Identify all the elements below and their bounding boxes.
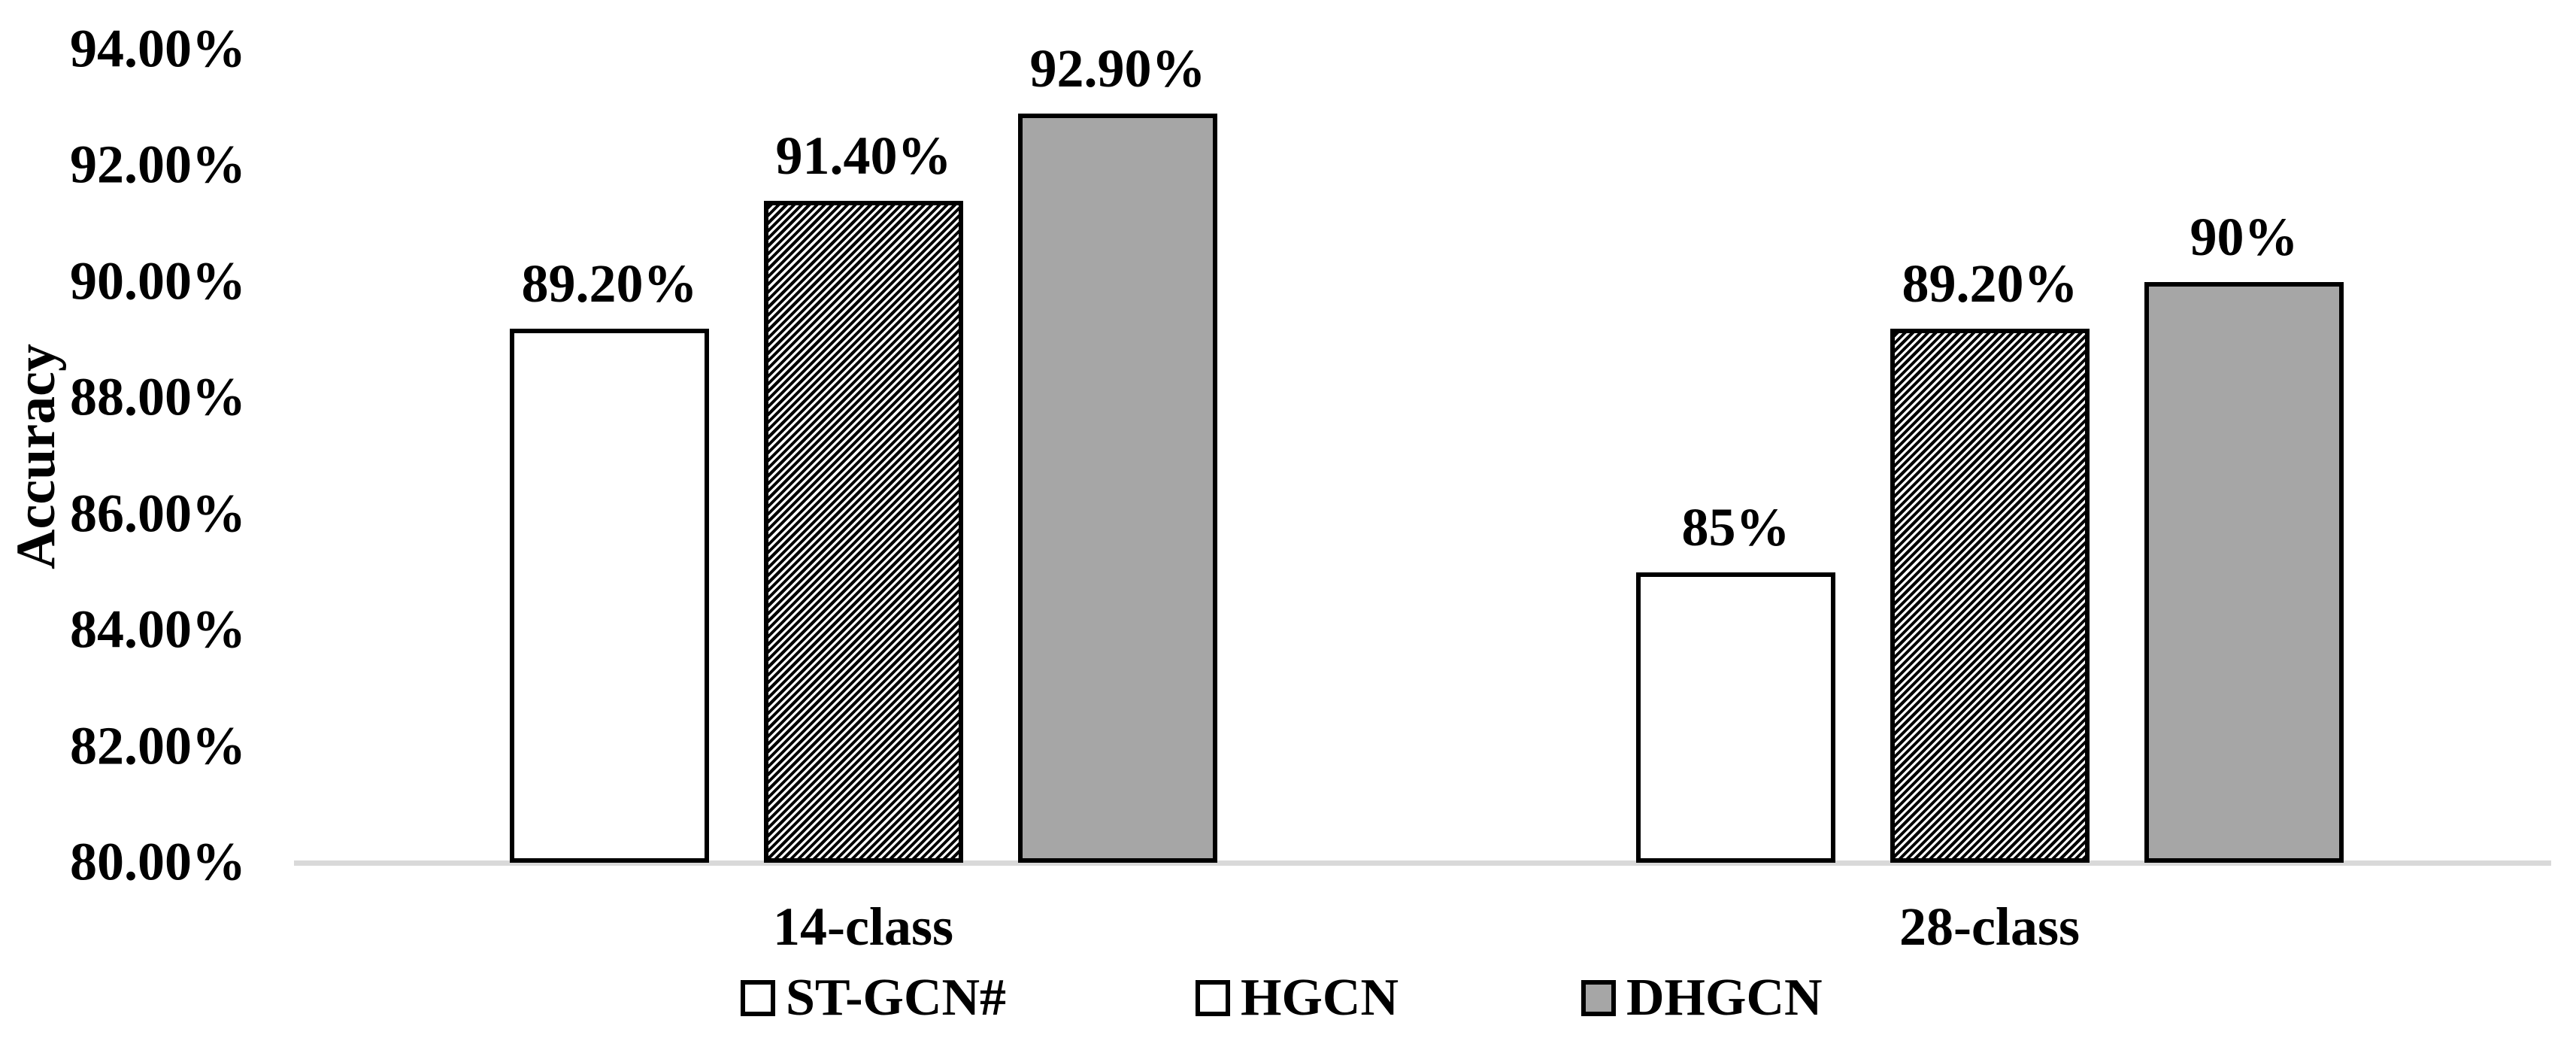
legend-item-hgcn: HGCN — [1196, 972, 1399, 1024]
x-axis-category-label-14-class: 14-class — [773, 897, 953, 957]
y-axis-tick-label: 82.00% — [70, 715, 246, 776]
y-axis-tick-label: 80.00% — [70, 831, 246, 892]
x-axis-category-label-28-class: 28-class — [1899, 897, 2080, 957]
bar-hgcn-14-class — [764, 201, 963, 863]
bar-hgcn-28-class — [1890, 329, 2090, 863]
legend-marker-st-gcn — [741, 980, 775, 1016]
bar-value-label-dhgcn-14-class: 92.90% — [1029, 38, 1206, 99]
y-axis-tick-label: 86.00% — [70, 483, 246, 544]
bar-value-label-dhgcn-28-class: 90% — [2190, 207, 2299, 267]
bar-value-label-st-gcn-28-class: 85% — [1681, 497, 1790, 557]
x-axis-line — [294, 860, 2551, 866]
bar-dhgcn-14-class — [1018, 114, 1217, 863]
bar-value-label-hgcn-14-class: 91.40% — [775, 126, 952, 186]
bar-dhgcn-28-class — [2144, 282, 2344, 863]
bar-value-label-st-gcn-14-class: 89.20% — [521, 253, 698, 314]
bar-value-label-hgcn-28-class: 89.20% — [1902, 253, 2078, 314]
legend-label-st-gcn: ST-GCN# — [786, 969, 1007, 1027]
legend-item-dhgcn: DHGCN — [1581, 972, 1823, 1024]
bar-st-gcn-14-class — [510, 329, 709, 863]
y-axis-title: Accuracy — [5, 344, 67, 569]
bar-st-gcn-28-class — [1636, 572, 1835, 863]
legend-marker-dhgcn — [1581, 980, 1616, 1016]
y-axis-tick-label: 84.00% — [70, 599, 246, 660]
y-axis-tick-label: 94.00% — [70, 18, 246, 79]
y-axis-tick-label: 88.00% — [70, 366, 246, 427]
legend-item-st-gcn: ST-GCN# — [741, 972, 1006, 1024]
legend-label-dhgcn: DHGCN — [1626, 969, 1823, 1027]
legend-marker-hgcn — [1196, 980, 1230, 1016]
y-axis-tick-label: 90.00% — [70, 250, 246, 311]
legend-label-hgcn: HGCN — [1241, 969, 1399, 1027]
y-axis-tick-label: 92.00% — [70, 135, 246, 196]
